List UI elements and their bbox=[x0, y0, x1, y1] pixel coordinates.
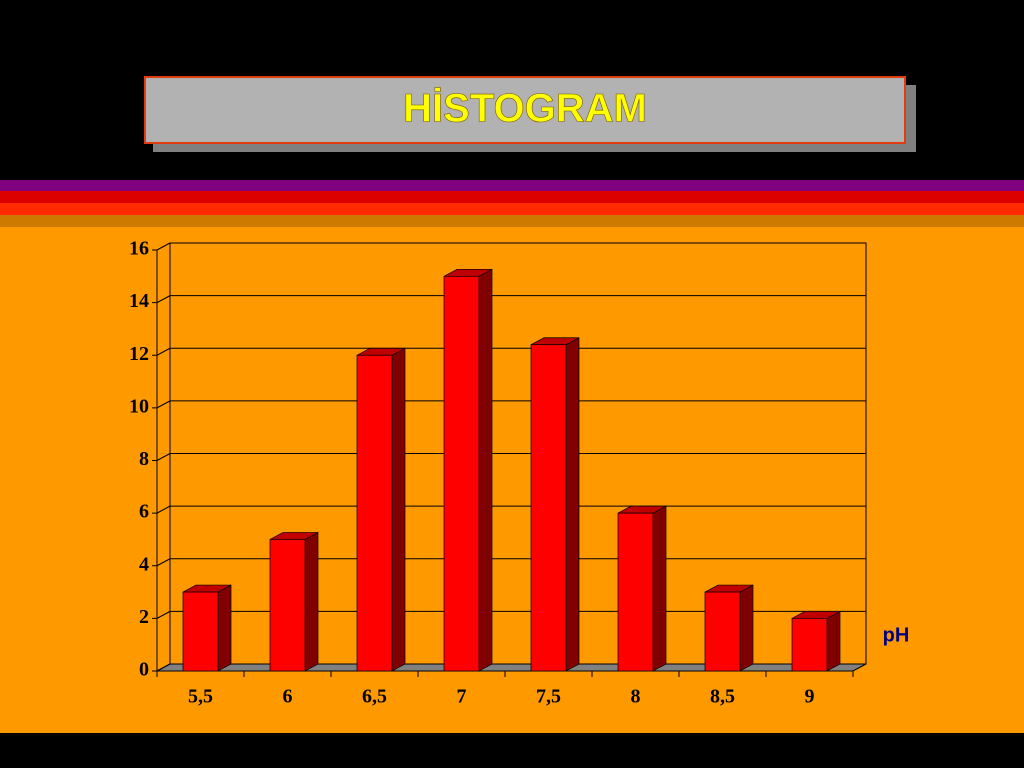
floor bbox=[156, 663, 867, 672]
bar-side bbox=[217, 584, 232, 672]
y-tick-label: 14 bbox=[129, 290, 149, 312]
bar bbox=[356, 354, 393, 672]
grid-line bbox=[156, 558, 171, 567]
x-axis-label: pH bbox=[883, 624, 910, 646]
bar bbox=[704, 591, 741, 672]
x-tick-label: 8,5 bbox=[710, 686, 735, 708]
stripe bbox=[0, 203, 1024, 215]
bar bbox=[617, 512, 654, 672]
y-tick-label: 12 bbox=[129, 343, 149, 365]
grid-line bbox=[156, 663, 171, 672]
x-tick-label: 7 bbox=[457, 686, 467, 708]
grid-line bbox=[156, 295, 171, 304]
chart-area bbox=[0, 227, 1024, 733]
x-tick-label: 6,5 bbox=[362, 686, 387, 708]
bar bbox=[182, 591, 219, 672]
grid-line bbox=[156, 505, 171, 514]
x-tick-label: 7,5 bbox=[536, 686, 561, 708]
y-tick-label: 2 bbox=[139, 606, 149, 628]
bar-side bbox=[565, 337, 580, 672]
bar bbox=[269, 539, 306, 672]
stripe bbox=[0, 180, 1024, 191]
stripe bbox=[0, 215, 1024, 227]
grid-line bbox=[156, 610, 171, 619]
bar-side bbox=[826, 610, 841, 672]
bar-side bbox=[391, 347, 406, 672]
y-tick-label: 10 bbox=[129, 395, 149, 417]
bar bbox=[530, 344, 567, 672]
bar-side bbox=[304, 531, 319, 672]
x-tick-label: 9 bbox=[805, 686, 815, 708]
bar-side bbox=[478, 268, 493, 672]
y-tick-label: 16 bbox=[129, 238, 149, 260]
bar-side bbox=[739, 584, 754, 672]
y-tick-label: 6 bbox=[139, 501, 149, 523]
grid-line bbox=[156, 242, 171, 251]
y-tick-label: 0 bbox=[139, 659, 149, 681]
y-tick-label: 8 bbox=[139, 448, 149, 470]
chart-title: HİSTOGRAM bbox=[403, 87, 647, 131]
bar bbox=[791, 618, 828, 672]
plot: 0 2 4 6 8 10 12 14 16 5,5 6 6,5 7 7,5 8 8,5 9 bbox=[129, 238, 867, 708]
grid-line bbox=[156, 347, 171, 356]
grid-line bbox=[156, 400, 171, 409]
title-box bbox=[144, 76, 906, 144]
grid-line bbox=[156, 453, 171, 461]
bar-side bbox=[652, 505, 667, 672]
x-tick-label: 8 bbox=[631, 686, 641, 708]
x-tick-label: 5,5 bbox=[188, 686, 213, 708]
stripe bbox=[0, 191, 1024, 203]
bar bbox=[443, 275, 480, 672]
x-tick-label: 6 bbox=[283, 686, 293, 708]
y-tick-label: 4 bbox=[139, 553, 149, 575]
